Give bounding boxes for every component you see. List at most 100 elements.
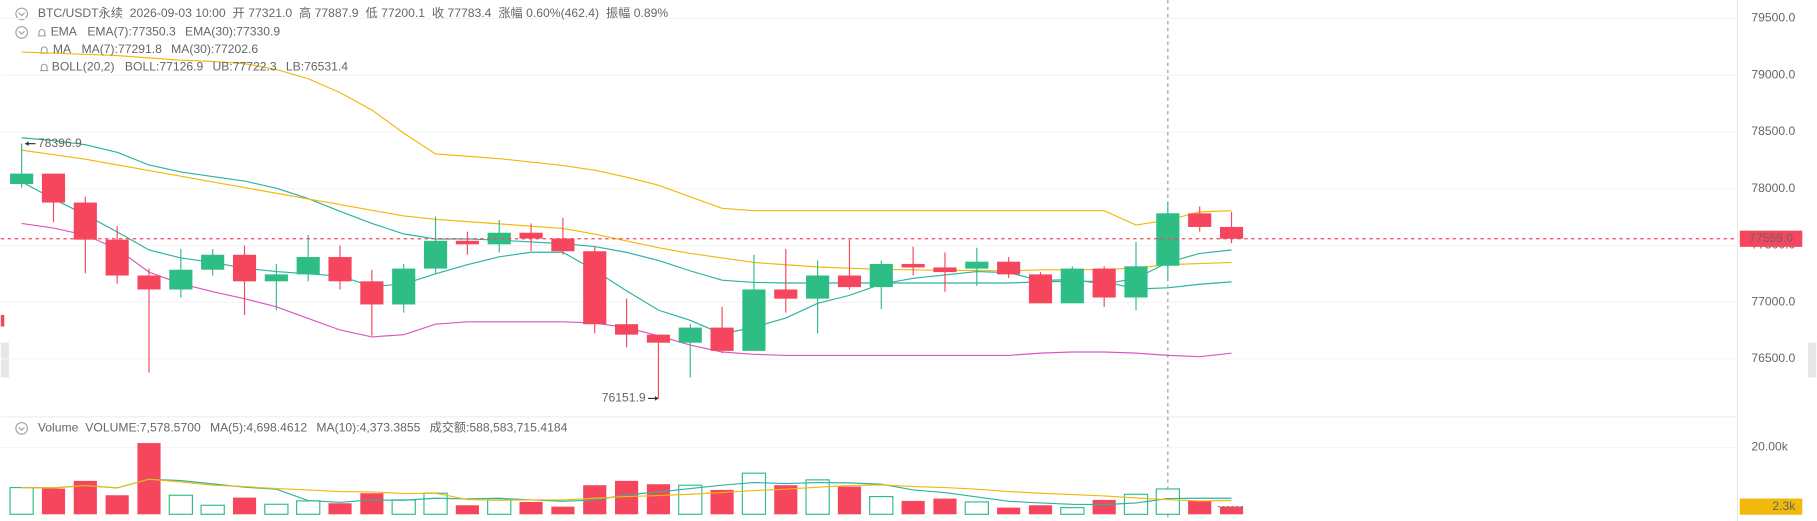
volume-bar — [73, 480, 97, 515]
candle-body — [806, 275, 830, 299]
candle-body — [997, 261, 1021, 275]
volume-bar — [200, 504, 225, 515]
candle-body — [296, 257, 320, 275]
collapse-icon[interactable] — [15, 7, 28, 21]
field-name: 振幅 — [606, 5, 630, 20]
volume-bar — [1155, 488, 1180, 515]
candle-body — [965, 261, 989, 269]
candle-body — [455, 240, 479, 245]
indicator-value: EMA(30):77330.9 — [185, 25, 280, 39]
volume-bar — [837, 486, 862, 515]
left-handle[interactable] — [0, 342, 9, 378]
candle-body — [105, 239, 129, 276]
candle-body — [41, 173, 66, 203]
volume-bar — [360, 493, 384, 515]
candle-body — [137, 275, 161, 290]
arrow-head — [25, 141, 29, 146]
chevron — [18, 426, 25, 431]
volume-bar — [678, 484, 703, 515]
candle-body — [869, 263, 893, 288]
indicator-line — [21, 149, 1232, 272]
candle-body — [169, 269, 193, 290]
volume-bar — [646, 484, 670, 515]
y-tick-label: 77000.0 — [1751, 294, 1795, 308]
candle-body — [646, 334, 670, 343]
volume-bar — [710, 489, 734, 515]
volume-bar — [869, 496, 894, 515]
right-handle[interactable] — [1808, 342, 1817, 378]
volume-bar — [264, 503, 289, 515]
volume-bar — [805, 479, 830, 515]
candle-body — [232, 254, 257, 282]
candle-body — [837, 275, 862, 288]
volume-bar — [551, 506, 575, 515]
candle-body — [901, 263, 925, 268]
candle-body — [1156, 213, 1180, 266]
indicator-value: MA(30):77202.6 — [171, 42, 258, 56]
field-name: 低 — [365, 6, 377, 20]
candle-body — [73, 202, 97, 240]
last-volume-tag — [1739, 498, 1803, 515]
y-tick-label: 20.00k — [1751, 440, 1788, 454]
indicator-value: BOLL:77126.9 — [125, 59, 204, 73]
chevron — [18, 30, 25, 35]
field-value: 77783.4 — [448, 6, 492, 20]
field-value: 77887.9 — [315, 6, 359, 20]
indicator-value: MA(7):77291.8 — [82, 42, 163, 56]
time: 2026-09-03 10:00 — [130, 6, 226, 20]
icons — [15, 7, 49, 435]
indicator-name: BOLL(20,2) — [52, 59, 115, 73]
candle-body — [1219, 226, 1244, 239]
collapse-icon[interactable] — [15, 422, 28, 435]
volume-bar — [9, 486, 34, 515]
volume-bar — [296, 500, 321, 515]
candle-body — [710, 327, 734, 351]
volume-ma-line — [21, 478, 1232, 506]
field-name: 高 — [299, 5, 311, 20]
candle-body — [10, 173, 34, 185]
volume-bar — [964, 501, 989, 515]
field-name: 开 — [233, 6, 245, 20]
candle-body — [583, 251, 607, 325]
candle-body — [264, 274, 288, 282]
field-name: 收 — [432, 6, 444, 20]
candle-body — [678, 327, 702, 343]
indicator-value: UB:77722.3 — [213, 59, 277, 73]
volume-bar — [1092, 499, 1116, 515]
candle-body — [615, 324, 639, 335]
volume-ma-line — [21, 478, 1232, 502]
volume-bar — [997, 507, 1021, 515]
collapse-icon[interactable] — [15, 26, 28, 39]
candle-body — [519, 232, 543, 239]
volume-bar — [105, 495, 129, 515]
candle-body — [774, 289, 798, 299]
volume-bar — [933, 498, 957, 515]
candle-body — [328, 257, 352, 282]
field-name: 涨幅 — [498, 5, 522, 20]
arrow-head — [654, 396, 659, 401]
volume-bar — [328, 503, 352, 515]
y-tick-label: 76500.0 — [1751, 351, 1795, 365]
candle-body — [1092, 268, 1116, 298]
indicator-line — [21, 51, 1232, 226]
volume-bar — [168, 494, 193, 515]
bell-icon[interactable] — [40, 63, 49, 72]
candle-body — [423, 240, 448, 269]
y-tick-label: 78000.0 — [1751, 181, 1795, 195]
candle-body — [1124, 266, 1148, 298]
field-value: 77321.0 — [248, 6, 292, 20]
bell-icon[interactable] — [37, 29, 46, 37]
volume-bar — [232, 497, 257, 515]
candle-body — [392, 268, 416, 305]
y-tick-label: 79500.0 — [1751, 11, 1795, 25]
edge-marker — [0, 314, 5, 327]
symbol: BTC/USDT永续 — [38, 6, 123, 20]
field-value: 0.60%(462.4) — [526, 6, 599, 20]
y-tick-label: 79000.0 — [1751, 67, 1795, 81]
volume-bar — [423, 492, 448, 515]
annotation-label: 76151.9 — [602, 391, 646, 405]
candle-body — [487, 232, 511, 245]
